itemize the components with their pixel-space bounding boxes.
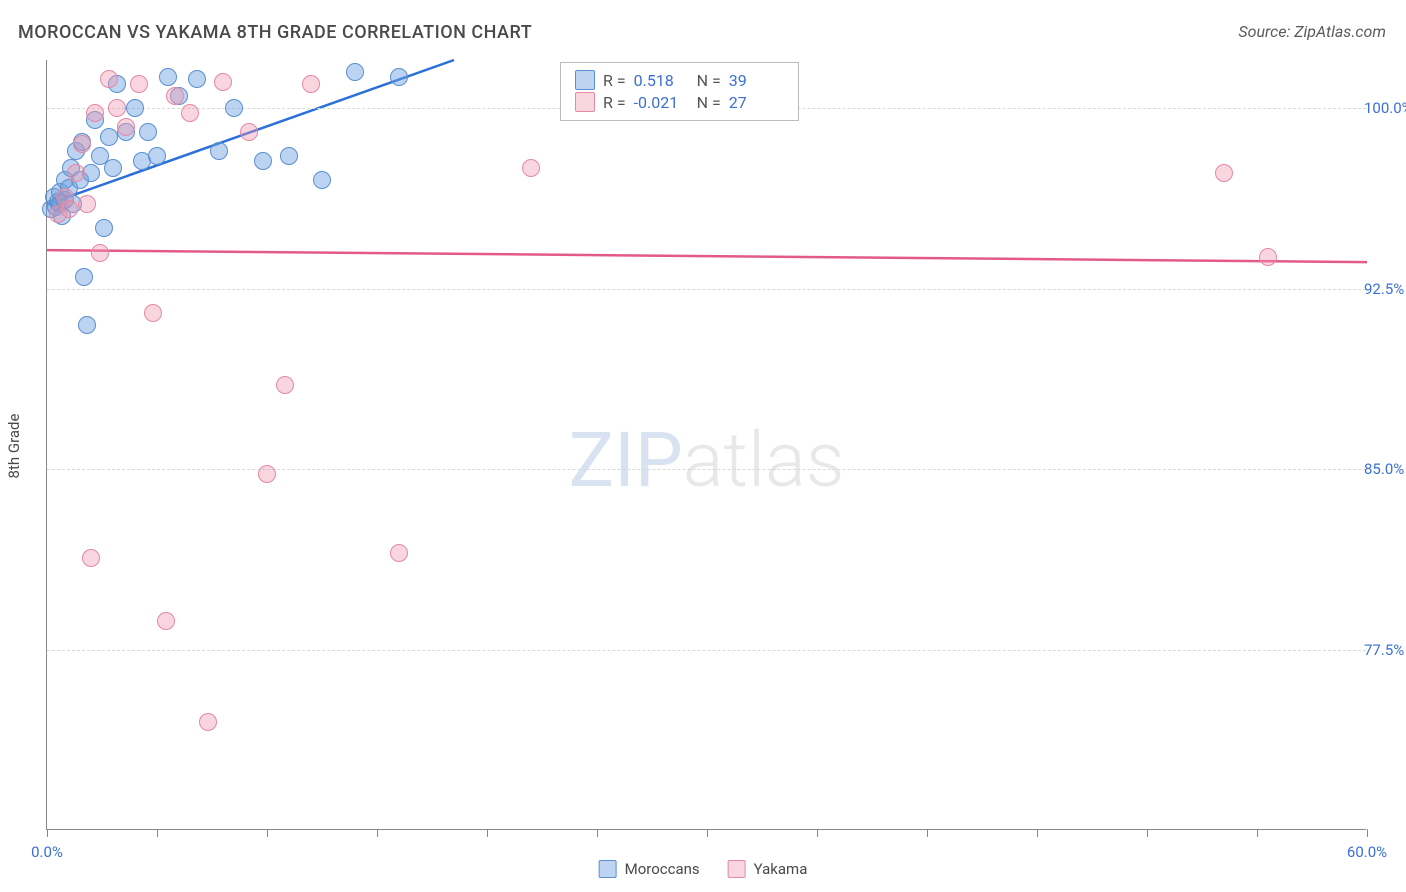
legend-row: R = 0.518 N = 39 xyxy=(575,69,784,91)
gridline xyxy=(47,469,1366,470)
legend-label: Yakama xyxy=(754,860,808,878)
scatter-point xyxy=(82,549,100,567)
scatter-point xyxy=(78,195,96,213)
trend-lines xyxy=(47,60,1367,830)
scatter-point xyxy=(1215,164,1233,182)
y-tick-label: 100.0% xyxy=(1364,99,1406,117)
y-tick-label: 77.5% xyxy=(1364,641,1406,659)
legend-r-label: R = xyxy=(603,71,626,90)
legend-swatch xyxy=(575,70,595,90)
scatter-point xyxy=(157,612,175,630)
scatter-point xyxy=(67,164,85,182)
scatter-point xyxy=(100,128,118,146)
legend-swatch xyxy=(599,860,617,878)
legend-swatch xyxy=(575,92,595,112)
y-axis-label: 8th Grade xyxy=(5,414,23,479)
scatter-point xyxy=(214,73,232,91)
x-tick xyxy=(377,829,378,837)
scatter-point xyxy=(225,99,243,117)
scatter-point xyxy=(104,159,122,177)
scatter-point xyxy=(258,465,276,483)
x-tick-label: 0.0% xyxy=(31,843,63,861)
x-tick xyxy=(487,829,488,837)
scatter-point xyxy=(144,304,162,322)
x-tick-label: 60.0% xyxy=(1347,843,1387,861)
chart-container: MOROCCAN VS YAKAMA 8TH GRADE CORRELATION… xyxy=(0,0,1406,892)
scatter-point xyxy=(60,200,78,218)
x-tick xyxy=(267,829,268,837)
legend-swatch xyxy=(728,860,746,878)
legend-n-label: N = xyxy=(697,93,721,112)
gridline xyxy=(47,289,1366,290)
scatter-point xyxy=(73,135,91,153)
scatter-point xyxy=(117,118,135,136)
legend-item: Yakama xyxy=(728,860,808,878)
x-tick xyxy=(47,829,48,837)
scatter-point xyxy=(148,147,166,165)
scatter-point xyxy=(86,104,104,122)
chart-title: MOROCCAN VS YAKAMA 8TH GRADE CORRELATION… xyxy=(18,22,532,43)
source-attribution: Source: ZipAtlas.com xyxy=(1238,22,1386,41)
scatter-point xyxy=(126,99,144,117)
legend-n-value: 39 xyxy=(729,71,784,90)
legend-r-label: R = xyxy=(603,93,626,112)
x-tick xyxy=(1037,829,1038,837)
x-tick xyxy=(707,829,708,837)
x-tick xyxy=(1147,829,1148,837)
trend-line xyxy=(47,250,1367,262)
scatter-point xyxy=(181,104,199,122)
x-tick xyxy=(597,829,598,837)
scatter-point xyxy=(302,75,320,93)
scatter-point xyxy=(108,99,126,117)
x-tick xyxy=(1257,829,1258,837)
legend-row: R = -0.021 N = 27 xyxy=(575,91,784,113)
series-legend: Moroccans Yakama xyxy=(599,860,808,878)
scatter-point xyxy=(210,142,228,160)
scatter-point xyxy=(188,70,206,88)
legend-r-value: -0.021 xyxy=(634,93,689,112)
scatter-point xyxy=(390,544,408,562)
plot-area: ZIPatlas 77.5%85.0%92.5%100.0%0.0%60.0% xyxy=(46,60,1366,830)
legend-n-label: N = xyxy=(697,71,721,90)
y-tick-label: 85.0% xyxy=(1364,460,1406,478)
scatter-point xyxy=(390,68,408,86)
scatter-point xyxy=(276,376,294,394)
y-tick-label: 92.5% xyxy=(1364,280,1406,298)
gridline xyxy=(47,650,1366,651)
legend-r-value: 0.518 xyxy=(634,71,689,90)
legend-n-value: 27 xyxy=(729,93,784,112)
scatter-point xyxy=(95,219,113,237)
scatter-point xyxy=(280,147,298,165)
scatter-point xyxy=(159,68,177,86)
scatter-point xyxy=(75,268,93,286)
legend-label: Moroccans xyxy=(625,860,700,878)
x-tick xyxy=(927,829,928,837)
scatter-point xyxy=(254,152,272,170)
scatter-point xyxy=(139,123,157,141)
x-tick xyxy=(157,829,158,837)
x-tick xyxy=(1367,829,1368,837)
scatter-point xyxy=(166,87,184,105)
scatter-point xyxy=(130,75,148,93)
scatter-point xyxy=(199,713,217,731)
scatter-point xyxy=(240,123,258,141)
scatter-point xyxy=(91,244,109,262)
scatter-point xyxy=(100,70,118,88)
scatter-point xyxy=(1259,248,1277,266)
scatter-point xyxy=(313,171,331,189)
x-tick xyxy=(817,829,818,837)
scatter-point xyxy=(82,164,100,182)
scatter-point xyxy=(522,159,540,177)
legend-item: Moroccans xyxy=(599,860,700,878)
scatter-point xyxy=(346,63,364,81)
correlation-legend: R = 0.518 N = 39R = -0.021 N = 27 xyxy=(560,62,799,121)
scatter-point xyxy=(78,316,96,334)
